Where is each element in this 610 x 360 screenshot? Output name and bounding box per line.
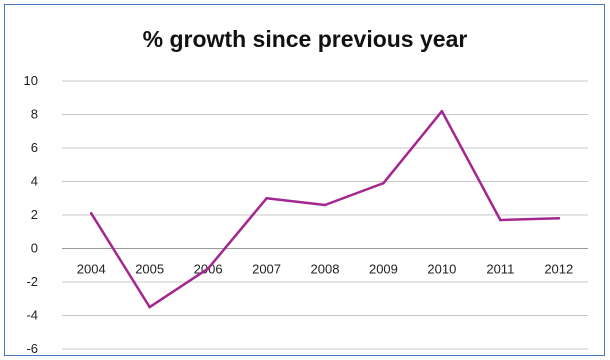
x-tick-label: 2010: [427, 262, 456, 277]
y-tick-label: -4: [26, 308, 38, 323]
x-tick-label: 2012: [544, 262, 573, 277]
y-tick-label: 0: [31, 241, 38, 256]
data-point: [382, 181, 385, 185]
x-tick-label: 2011: [486, 262, 514, 277]
data-point: [499, 218, 502, 222]
data-point: [557, 217, 561, 220]
data-point: [323, 203, 327, 207]
y-tick-label: 4: [31, 174, 38, 189]
y-tick-label: 2: [31, 207, 38, 222]
data-point: [206, 267, 210, 270]
y-tick-label: -2: [26, 274, 38, 289]
data-point: [265, 196, 268, 200]
y-tick-label: 6: [31, 140, 38, 155]
y-tick-label: 10: [24, 73, 38, 88]
series-line: [90, 109, 559, 309]
data-point: [89, 212, 93, 215]
x-tick-label: 2007: [252, 262, 281, 277]
y-tick-label: 8: [31, 107, 38, 122]
y-tick-label: -6: [26, 341, 38, 356]
x-tick-label: 2009: [369, 262, 398, 277]
data-point: [148, 305, 151, 309]
x-tick-label: 2008: [311, 262, 340, 277]
chart-title: % growth since previous year: [142, 26, 468, 52]
x-tick-label: 2004: [77, 262, 106, 277]
data-point: [440, 109, 444, 113]
chart-frame: [4, 4, 605, 356]
x-tick-label: 2005: [135, 262, 164, 277]
